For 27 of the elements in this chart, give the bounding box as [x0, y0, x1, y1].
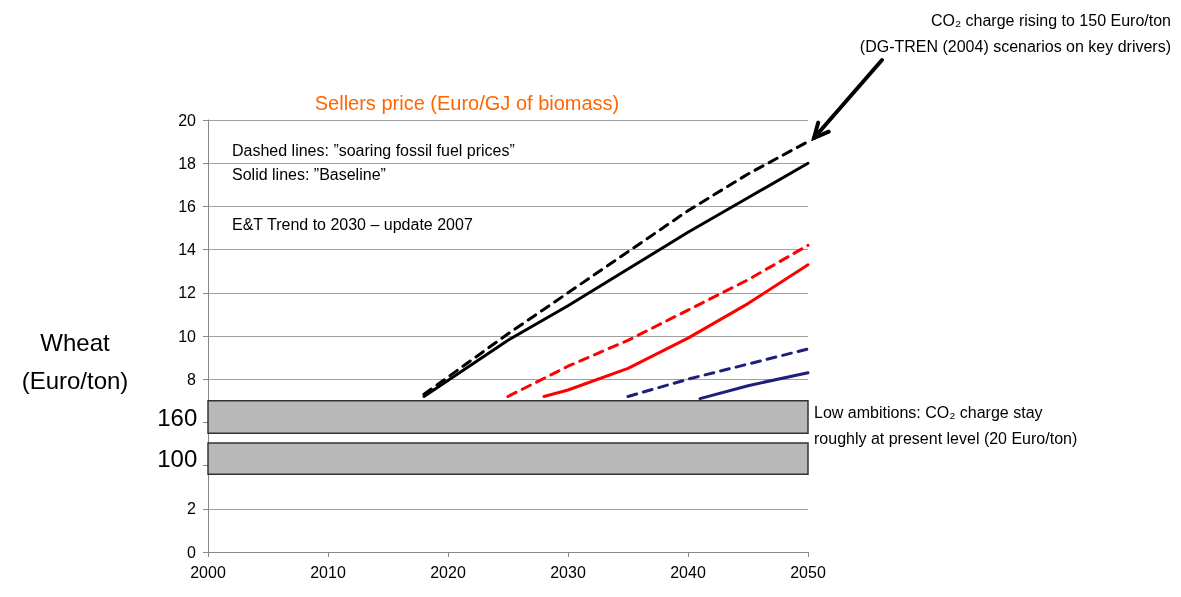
- line-series: [542, 263, 810, 398]
- line-series: [626, 347, 810, 398]
- y-tick-label: 18: [178, 154, 197, 172]
- x-tick-label: 2020: [430, 563, 466, 581]
- y-tick-label: 0: [187, 543, 197, 561]
- line-series: [506, 243, 810, 398]
- y-tick-label: 14: [178, 241, 197, 259]
- x-tick-label: 2040: [670, 563, 706, 581]
- x-tick-label: 2010: [310, 563, 346, 581]
- band-label: 160: [157, 403, 198, 431]
- text: Low ambitions: CO₂ charge stay roughly at present level (20 Euro/ton): [814, 404, 1078, 447]
- x-tick-label: 2000: [190, 563, 226, 581]
- chart-title: Sellers price (Euro/GJ of biomass): [314, 92, 620, 114]
- y-tick-label: 12: [178, 284, 197, 302]
- x-tick-label: 2030: [550, 563, 586, 581]
- band-label: 100: [157, 445, 198, 473]
- text: Wheat (Euro/ton): [21, 328, 129, 395]
- y-tick-label: 20: [178, 111, 197, 129]
- y-tick-label: 8: [187, 370, 197, 388]
- y-tick-label: 2: [187, 500, 197, 518]
- annotation: Solid lines: ”Baseline”: [232, 166, 386, 184]
- y-tick-label: 16: [178, 197, 197, 215]
- annotation: E&T Trend to 2030 – update 2007: [232, 216, 473, 234]
- y-tick-label: 10: [178, 327, 197, 345]
- x-tick-label: 2050: [790, 563, 826, 581]
- annotation: Dashed lines: ”soaring fossil fuel prices”: [232, 142, 515, 160]
- annotation: CO₂ charge rising to 150 Euro/ton (DG-TREN (2004) scenarios on key drivers): [859, 12, 1171, 55]
